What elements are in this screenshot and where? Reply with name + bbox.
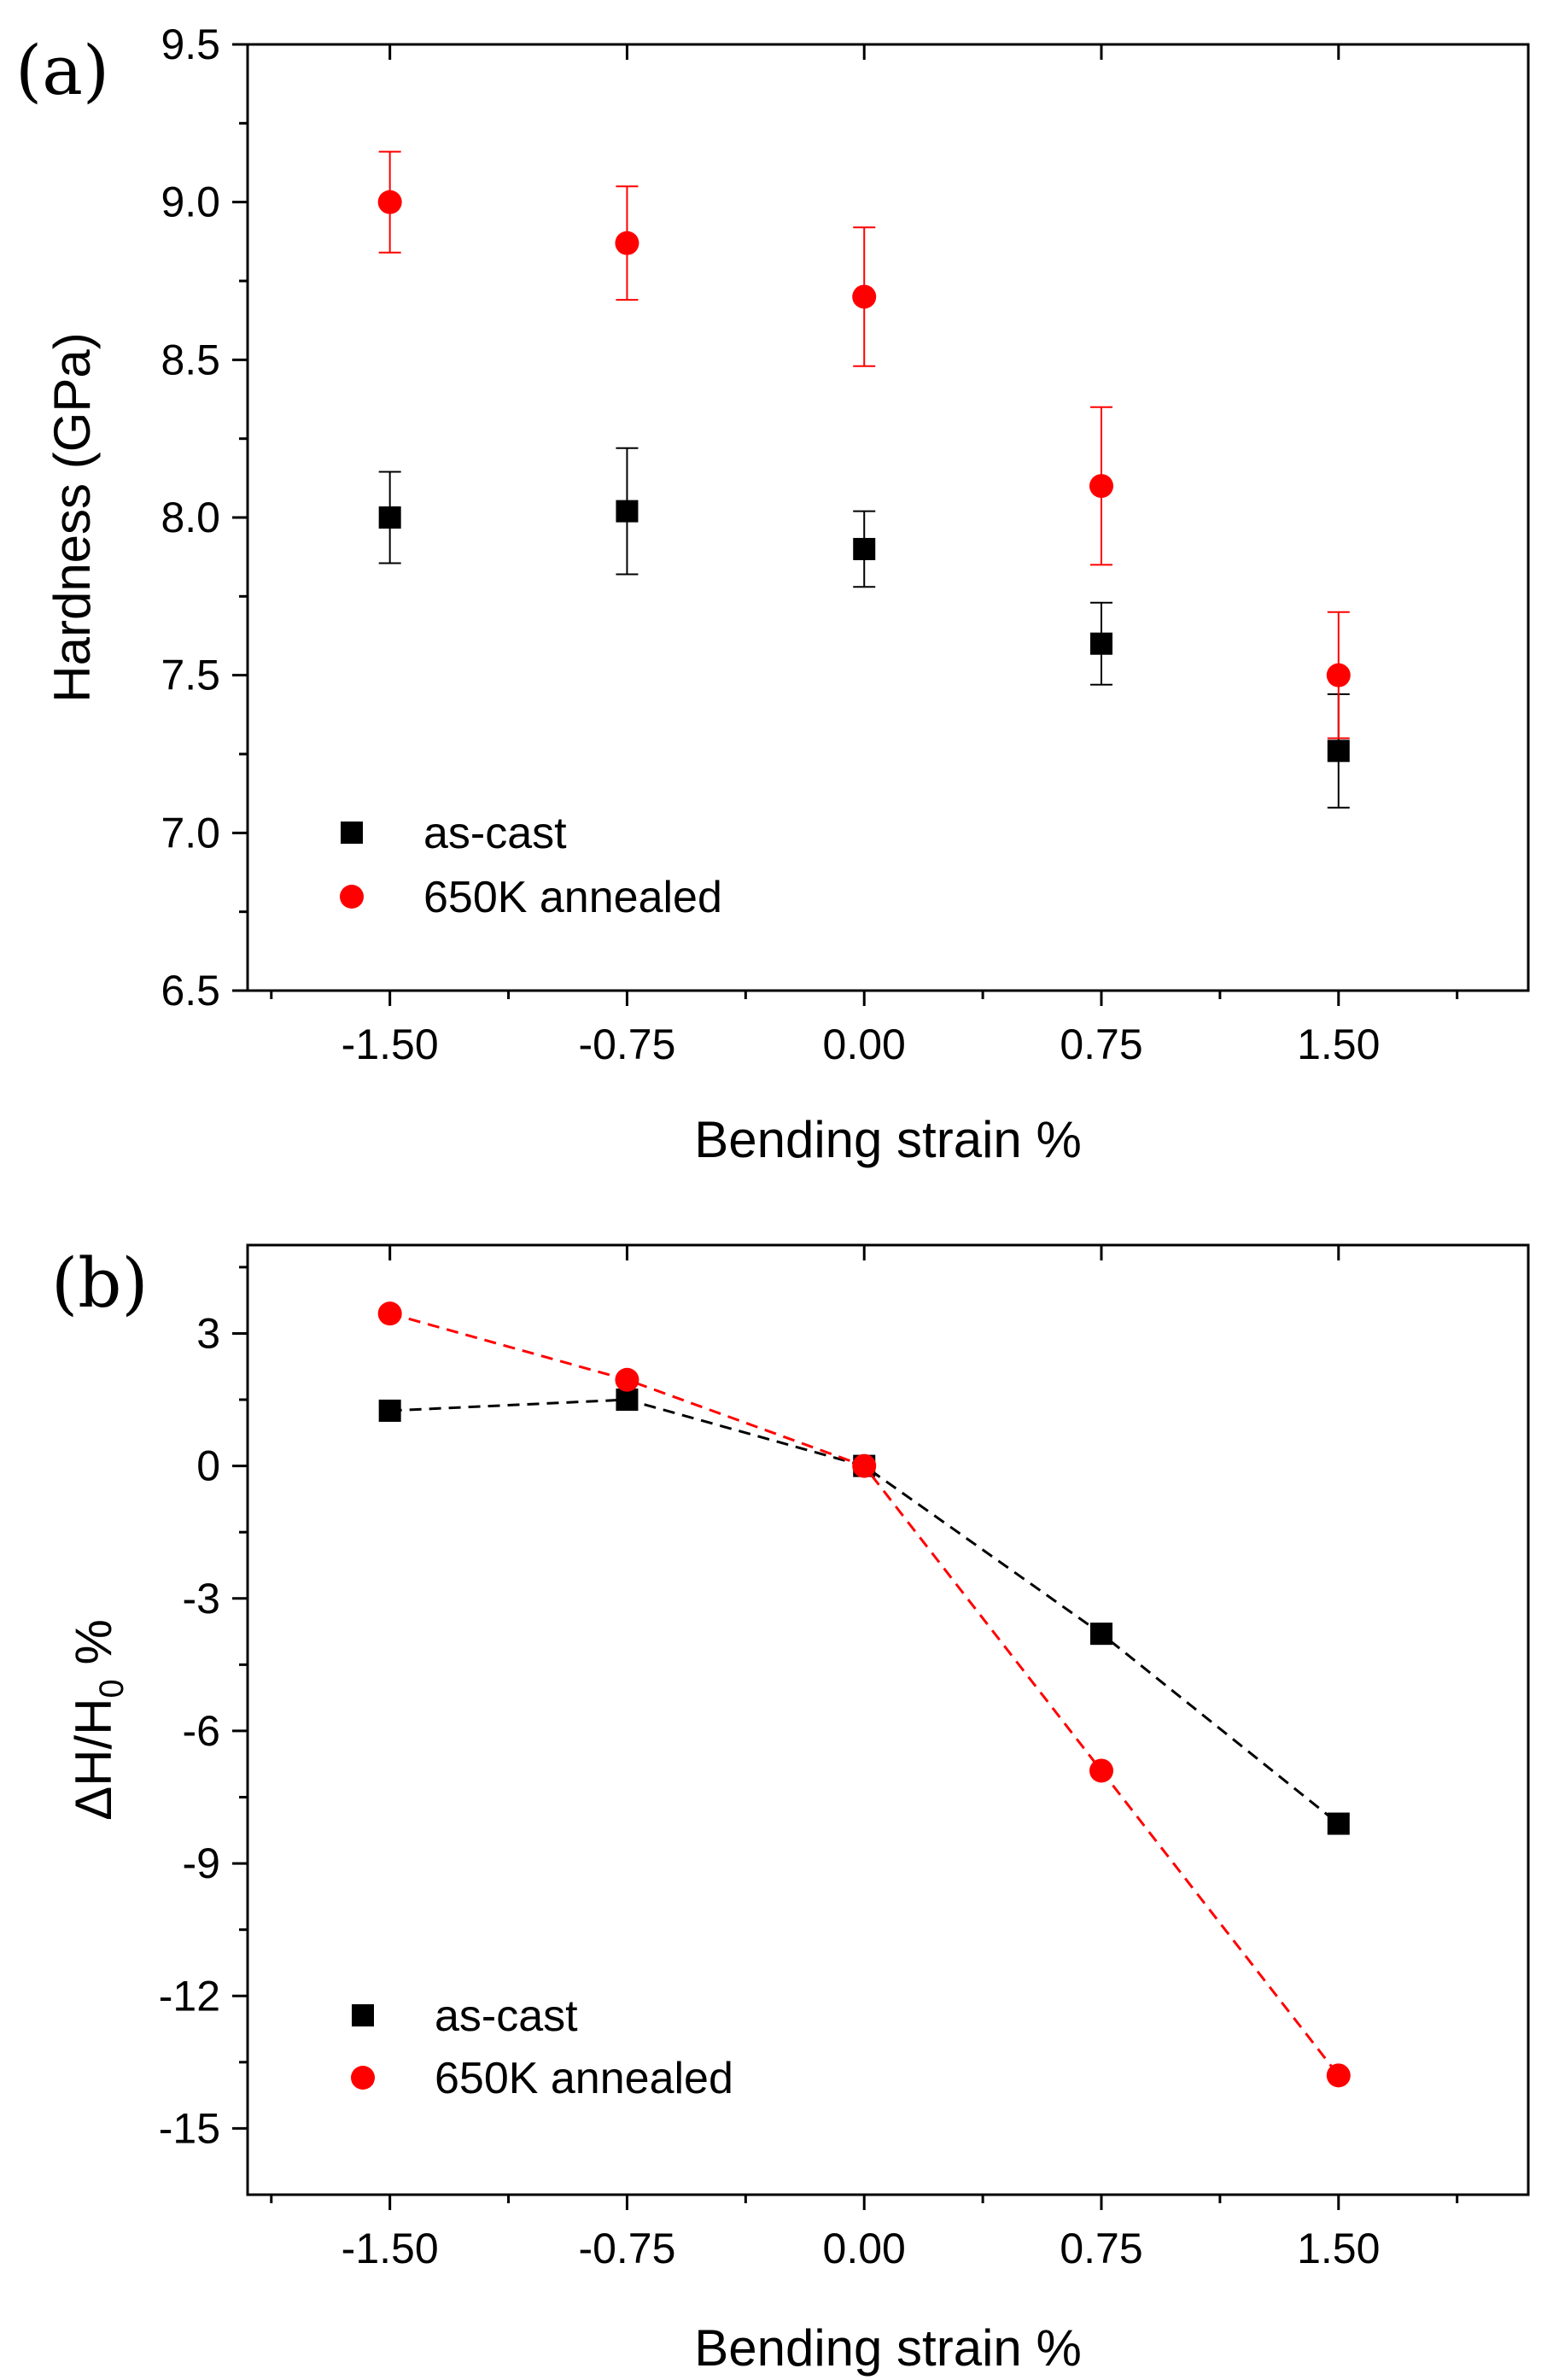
x-axis-title: Bending strain % (694, 2319, 1082, 2377)
data-point-square (616, 500, 639, 523)
y-tick-label: -9 (183, 1839, 220, 1887)
legend-label: 650K annealed (435, 2054, 733, 2103)
x-tick-label: -1.50 (342, 2225, 439, 2272)
panel-b: (b) -1.50 -0.75 0.00 0.75 1.50 3 0 -3 -6 -9 -12 -15 B… (51, 1243, 1530, 2377)
y-tick-label: 8.5 (161, 336, 220, 383)
y-tick-label: 9.5 (161, 20, 220, 68)
x-tick-label: 0.75 (1060, 1020, 1142, 1068)
y-axis-title: ΔH/H0 % (65, 1619, 131, 1821)
panel-label: (a) (15, 31, 109, 110)
y-tick-label: 3 (196, 1309, 220, 1357)
data-point-square (378, 506, 401, 529)
x-axis-title: Bending strain % (694, 1111, 1082, 1168)
data-point-circle (852, 1453, 877, 1478)
legend-marker-square (352, 2004, 374, 2026)
x-tick-label: 0.75 (1060, 2225, 1142, 2272)
series-annealed (377, 1301, 1351, 2088)
legend-label: as-cast (435, 1991, 578, 2041)
legend-marker-circle (351, 2066, 375, 2090)
y-tick-label: -6 (183, 1707, 220, 1755)
data-point-circle (1089, 474, 1113, 499)
x-tick-label: -0.75 (578, 2225, 675, 2272)
y-tick-label: 6.5 (161, 967, 220, 1015)
data-point-square (1090, 1623, 1112, 1646)
data-point-circle (852, 284, 877, 309)
y-axis-title-suffix: % (65, 1619, 122, 1679)
legend-label: as-cast (423, 809, 567, 858)
y-tick-label: 9.0 (161, 178, 220, 226)
x-tick-label: 1.50 (1297, 2225, 1380, 2272)
panel-label: (b) (51, 1243, 149, 1323)
plot-frame (246, 1243, 1530, 2196)
y-tick-label: 7.0 (161, 809, 220, 857)
data-point-circle (377, 190, 402, 214)
y-tick-label: 8.0 (161, 494, 220, 541)
panel-a: (a) -1.50 -0.75 0.00 0.75 1.50 6.5 7.0 7.5 8.0 8.5… (15, 20, 1530, 1168)
legend-label: 650K annealed (423, 873, 722, 922)
data-point-circle (615, 231, 639, 255)
x-tick-label: 0.00 (823, 1020, 906, 1068)
data-point-square (853, 537, 876, 560)
y-axis-title: Hardness (GPa) (44, 332, 101, 702)
data-point-square (1090, 632, 1112, 655)
y-axis-title-main: Hardness (GPa) (44, 332, 101, 702)
y-tick-label: -3 (183, 1575, 220, 1623)
data-point-circle (1326, 2063, 1351, 2088)
data-point-circle (1326, 663, 1351, 687)
data-point-circle (1089, 1758, 1113, 1783)
y-tick-label: 7.5 (161, 652, 220, 699)
series-line (389, 1312, 1340, 2077)
data-point-square (616, 1389, 639, 1412)
series-annealed (377, 150, 1351, 740)
y-tick-label: -15 (159, 2104, 220, 2152)
y-tick-label: -12 (159, 1972, 220, 2020)
x-tick-label: -1.50 (342, 1020, 439, 1068)
data-point-circle (615, 1367, 639, 1392)
legend: as-cast 650K annealed (340, 809, 722, 922)
data-point-square (378, 1399, 401, 1422)
series-as-cast (378, 447, 1350, 809)
y-tick-label: 0 (196, 1442, 220, 1490)
x-tick-label: -0.75 (578, 1020, 675, 1068)
y-axis-title-main: ΔH/H (65, 1698, 122, 1820)
y-axis-title-sub: 0 (93, 1679, 131, 1698)
data-point-square (1327, 1812, 1350, 1835)
legend: as-cast 650K annealed (351, 1991, 733, 2103)
x-tick-label: 1.50 (1297, 1020, 1380, 1068)
data-point-circle (377, 1301, 402, 1326)
x-tick-label: 0.00 (823, 2225, 906, 2272)
series-line (389, 1398, 1340, 1825)
data-point-square (1327, 740, 1350, 763)
legend-marker-square (341, 822, 363, 844)
legend-marker-circle (340, 885, 364, 909)
